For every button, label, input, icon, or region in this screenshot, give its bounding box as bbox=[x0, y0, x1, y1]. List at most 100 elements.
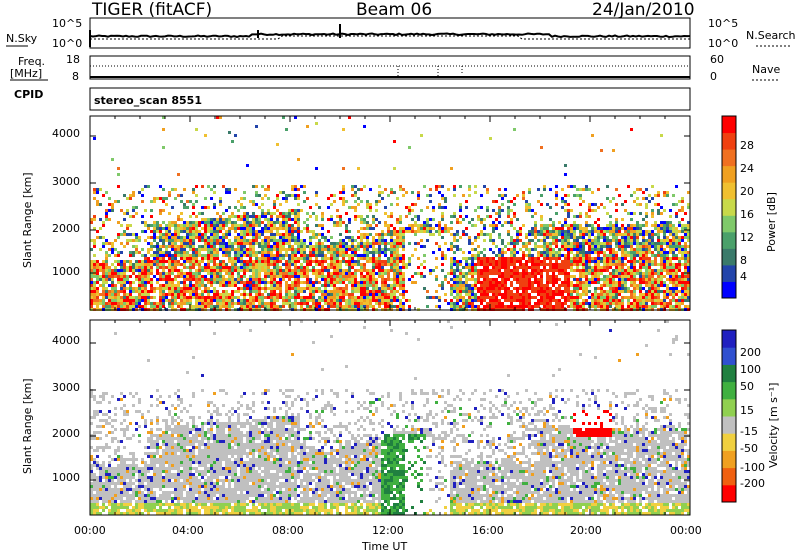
heat-cell bbox=[327, 248, 330, 251]
heat-cell bbox=[111, 302, 114, 305]
heat-cell bbox=[237, 218, 240, 221]
heat-cell bbox=[558, 299, 561, 302]
heat-cell bbox=[117, 278, 120, 281]
heat-cell bbox=[117, 296, 120, 299]
heat-cell bbox=[567, 212, 570, 215]
heat-cell bbox=[261, 263, 264, 266]
heat-cell bbox=[135, 269, 138, 272]
heat-cell bbox=[645, 254, 648, 257]
heat-cell bbox=[408, 278, 411, 281]
heat-cell bbox=[609, 248, 612, 251]
heat-cell bbox=[579, 272, 582, 275]
heat-cell bbox=[342, 203, 345, 206]
heat-cell bbox=[261, 248, 264, 251]
heat-cell bbox=[633, 275, 636, 278]
heat-cell bbox=[525, 263, 528, 266]
heat-cell bbox=[345, 248, 348, 251]
heat-cell bbox=[651, 239, 654, 242]
heat-cell bbox=[252, 269, 255, 272]
heat-cell bbox=[102, 293, 105, 296]
heat-cell bbox=[282, 245, 285, 248]
heat-cell bbox=[483, 185, 486, 188]
heat-cell bbox=[492, 230, 495, 233]
heat-cell bbox=[285, 236, 288, 239]
heat-cell bbox=[483, 296, 486, 299]
heat-cell bbox=[675, 278, 678, 281]
heat-cell bbox=[660, 245, 663, 248]
heat-cell bbox=[231, 224, 234, 227]
heat-cell bbox=[282, 272, 285, 275]
heat-cell bbox=[228, 248, 231, 251]
heat-cell bbox=[162, 263, 165, 266]
heat-cell bbox=[600, 149, 603, 152]
heat-cell bbox=[594, 287, 597, 290]
heat-cell bbox=[585, 254, 588, 257]
heat-cell bbox=[183, 206, 186, 209]
heat-cell bbox=[495, 260, 498, 263]
heat-cell bbox=[561, 227, 564, 230]
heat-cell bbox=[180, 302, 183, 305]
heat-cell bbox=[411, 254, 414, 257]
heat-cell bbox=[237, 296, 240, 299]
heat-cell bbox=[567, 260, 570, 263]
heat-cell bbox=[453, 281, 456, 284]
heat-cell bbox=[228, 284, 231, 287]
heat-cell bbox=[189, 290, 192, 293]
heat-cell bbox=[291, 251, 294, 254]
heat-cell bbox=[357, 287, 360, 290]
heat-cell bbox=[138, 275, 141, 278]
heat-cell bbox=[546, 257, 549, 260]
heat-cell bbox=[522, 290, 525, 293]
heat-cell bbox=[654, 305, 657, 308]
heat-cell bbox=[249, 200, 252, 203]
heat-cell bbox=[354, 215, 357, 218]
heat-cell bbox=[315, 218, 318, 221]
heat-cell bbox=[141, 260, 144, 263]
heat-cell bbox=[318, 275, 321, 278]
heat-cell bbox=[423, 275, 426, 278]
heat-cell bbox=[180, 251, 183, 254]
heat-cell bbox=[588, 209, 591, 212]
heat-cell bbox=[327, 281, 330, 284]
heat-cell bbox=[93, 137, 96, 140]
heat-cell bbox=[240, 287, 243, 290]
heat-cell bbox=[564, 284, 567, 287]
heat-cell bbox=[111, 272, 114, 275]
heat-cell bbox=[534, 227, 537, 230]
heat-cell bbox=[666, 254, 669, 257]
heat-cell bbox=[258, 218, 261, 221]
heat-cell bbox=[243, 215, 246, 218]
heat-cell bbox=[606, 296, 609, 299]
heat-cell bbox=[426, 218, 429, 221]
heat-cell bbox=[390, 224, 393, 227]
heat-cell bbox=[675, 233, 678, 236]
heat-cell bbox=[165, 266, 168, 269]
heat-cell bbox=[573, 269, 576, 272]
heat-cell bbox=[609, 287, 612, 290]
heat-cell bbox=[636, 302, 639, 305]
heat-cell bbox=[669, 230, 672, 233]
heat-cell bbox=[279, 275, 282, 278]
heat-cell bbox=[306, 197, 309, 200]
heat-cell bbox=[594, 272, 597, 275]
heat-cell bbox=[621, 296, 624, 299]
heat-cell bbox=[591, 209, 594, 212]
heat-cell bbox=[120, 284, 123, 287]
heat-cell bbox=[147, 224, 150, 227]
heat-cell bbox=[120, 287, 123, 290]
heat-cell bbox=[105, 305, 108, 308]
heat-cell bbox=[240, 230, 243, 233]
heat-cell bbox=[396, 221, 399, 224]
heat-cell bbox=[627, 278, 630, 281]
heat-cell bbox=[375, 278, 378, 281]
heat-cell bbox=[117, 305, 120, 308]
heat-cell bbox=[201, 296, 204, 299]
heat-cell bbox=[471, 248, 474, 251]
heat-cell bbox=[342, 278, 345, 281]
heat-cell bbox=[381, 296, 384, 299]
heat-cell bbox=[93, 293, 96, 296]
heat-cell bbox=[240, 293, 243, 296]
heat-cell bbox=[504, 284, 507, 287]
heat-cell bbox=[555, 299, 558, 302]
heat-cell bbox=[291, 218, 294, 221]
